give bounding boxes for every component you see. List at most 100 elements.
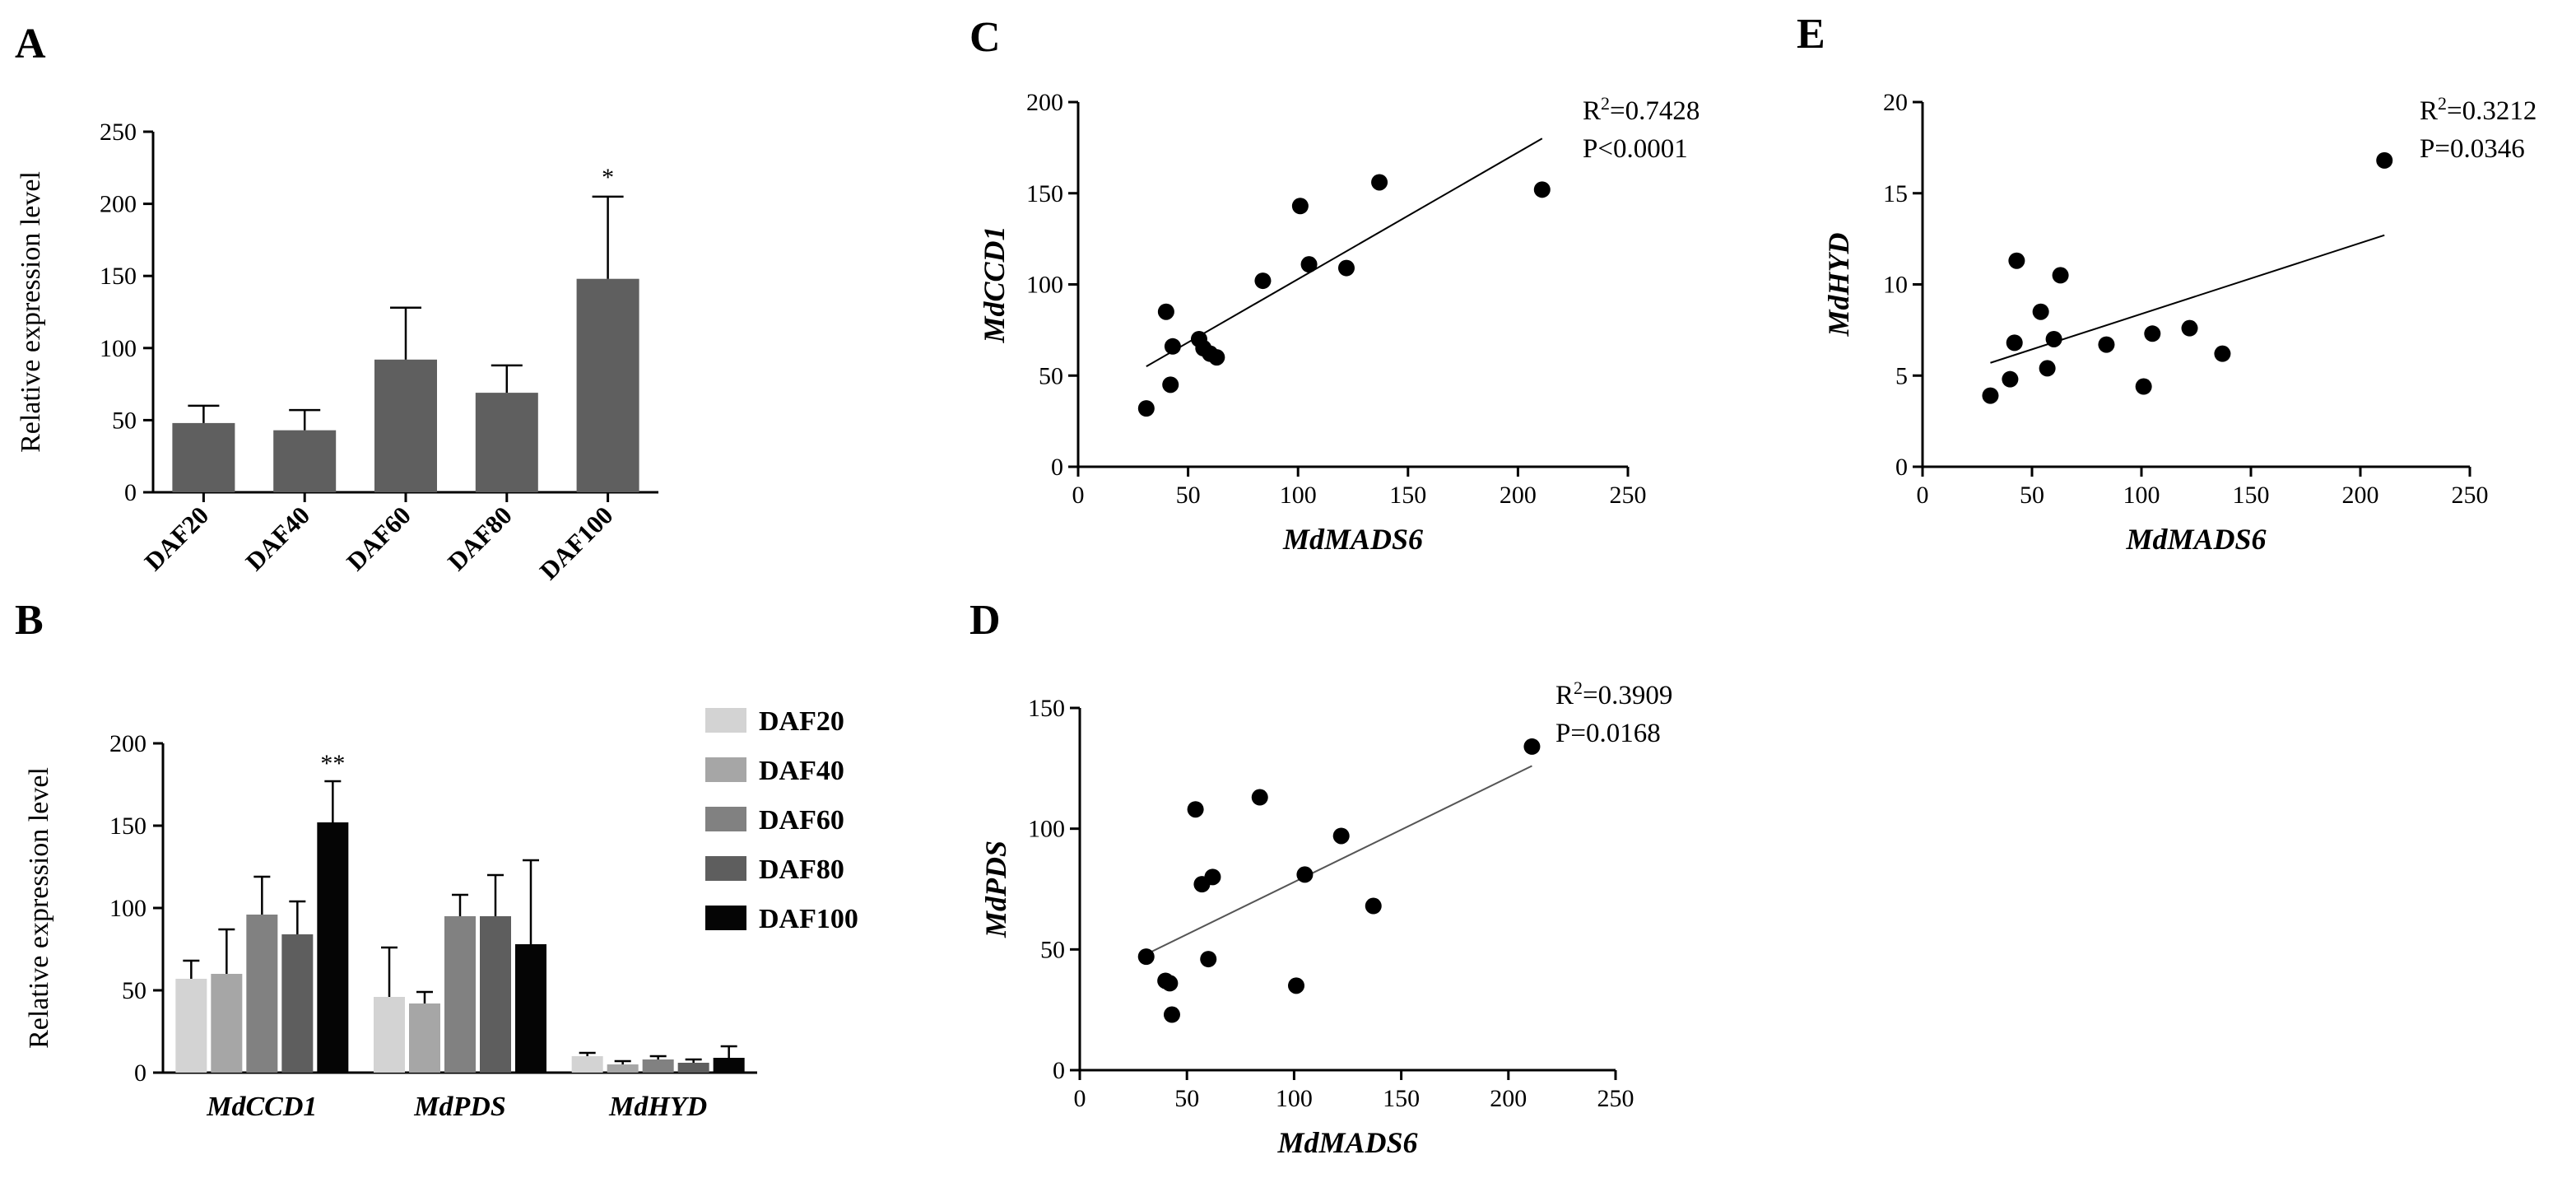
panel-e-x-axis-title: MdMADS6 (2125, 523, 2266, 556)
panel-d-data-point (1288, 977, 1305, 994)
panel-a-category-label: DAF40 (239, 501, 315, 576)
panel-label-d: D (969, 597, 1001, 644)
panel-e-y-axis-title: MdHYD (1822, 232, 1855, 337)
panel-c-data-point (1254, 272, 1272, 290)
panel-b-grouped-bar-chart: 0 50 100 150 200 Relative expression level MdC… (24, 706, 858, 1122)
panel-c-p-value: P<0.0001 (1583, 134, 1688, 164)
panel-a-y-tick-label: 200 (100, 191, 137, 218)
panel-b-bar (444, 916, 476, 1073)
panel-d-data-point (1161, 975, 1179, 992)
panel-e-y-tick-label: 10 (1883, 272, 1908, 299)
panel-a-y-tick-label: 50 (112, 407, 137, 434)
panel-c-r-squared: R2=0.7428 (1583, 93, 1700, 126)
panel-d-scatter-plot: 0 50 100 150 0 50 100 150 200 250 MdMADS6 MdPDS R2=0… (979, 677, 1672, 1159)
panel-b-y-axis-title: Relative expression level (24, 767, 54, 1049)
panel-e-p-value: P=0.0346 (2420, 134, 2525, 164)
panel-label-c: C (969, 14, 1001, 61)
panel-label-a: A (15, 21, 46, 68)
panel-c-data-point (1371, 174, 1388, 191)
panel-c-data-point (1208, 349, 1225, 366)
panel-e-data-point (2052, 267, 2069, 284)
panel-e-x-tick-label: 200 (2342, 482, 2379, 509)
panel-b-bar (281, 934, 314, 1073)
panel-e-y-tick-label: 5 (1895, 362, 1908, 389)
panel-c-scatter-plot: 0 50 100 150 200 0 50 100 150 200 250 MdMADS6 MdCCD1… (978, 89, 1700, 556)
panel-label-b: B (15, 597, 44, 644)
panel-d-data-point (1163, 1006, 1180, 1023)
panel-d-r-squared-value: =0.3909 (1583, 681, 1672, 710)
panel-e-data-point (2032, 303, 2049, 320)
panel-b-legend-label: DAF80 (759, 854, 844, 885)
panel-a-category-label: DAF80 (442, 501, 518, 576)
panel-e-data-point (2006, 334, 2023, 352)
panel-d-r-squared-sup: 2 (1574, 677, 1583, 698)
panel-b-bar (607, 1064, 639, 1073)
panel-d-p-value: P=0.0168 (1555, 719, 1661, 748)
panel-b-bar (175, 979, 207, 1073)
panel-c-x-tick-label: 100 (1280, 482, 1317, 509)
panel-a-bar (374, 359, 437, 492)
panel-b-bar (571, 1056, 603, 1073)
panel-d-x-axis-title: MdMADS6 (1276, 1126, 1417, 1159)
panel-d-x-tick-label: 150 (1383, 1085, 1420, 1112)
panel-b-bar (409, 1003, 440, 1073)
panel-c-y-tick-label: 0 (1051, 454, 1063, 481)
panel-d-x-tick-label: 50 (1174, 1085, 1199, 1112)
panel-c-data-point (1164, 338, 1181, 355)
panel-e-x-tick-label: 150 (2233, 482, 2270, 509)
panel-c-data-point (1533, 181, 1551, 198)
panel-e-r-squared-sup: 2 (2438, 93, 2447, 114)
panel-e-data-point (2181, 319, 2198, 337)
panel-e-data-point (2008, 252, 2025, 269)
panel-c-x-axis-title: MdMADS6 (1282, 523, 1423, 556)
panel-c-y-tick-label: 50 (1039, 362, 1063, 389)
panel-b-legend-swatch (705, 906, 746, 930)
panel-d-regression-line (1146, 765, 1532, 956)
panel-b-legend-swatch (705, 757, 746, 782)
panel-b-legend-swatch (705, 856, 746, 881)
panel-e-data-point (2135, 378, 2152, 395)
panel-e-x-tick-label: 50 (2020, 482, 2044, 509)
panel-c-y-tick-label: 200 (1026, 89, 1063, 116)
panel-b-bar (642, 1059, 674, 1073)
panel-b-y-tick-label: 100 (109, 895, 146, 922)
panel-a-y-tick-label: 150 (100, 263, 137, 290)
panel-a-bar-chart: 0 50 100 150 200 250 Relative expression level… (16, 119, 658, 585)
panel-e-x-tick-label: 0 (1917, 482, 1929, 509)
panel-b-bar (515, 944, 546, 1073)
panel-c-data-point (1300, 256, 1318, 273)
panel-b-bar (713, 1058, 745, 1073)
panel-c-data-point (1337, 259, 1355, 277)
panel-e-data-point (2376, 151, 2393, 169)
panel-c-y-tick-label: 150 (1026, 180, 1063, 207)
panel-e-r-squared-value: =0.3212 (2447, 96, 2536, 126)
panel-a-bar (172, 422, 235, 492)
panel-b-bar (246, 915, 278, 1073)
panel-b-legend-label: DAF20 (759, 706, 844, 737)
panel-b-category-label: MdCCD1 (206, 1092, 317, 1122)
panel-d-data-point (1204, 868, 1221, 886)
panel-a-bar (273, 430, 337, 492)
panel-d-r-squared: R2=0.3909 (1555, 677, 1672, 710)
panel-e-data-point (2045, 330, 2062, 347)
panel-d-data-point (1365, 897, 1382, 915)
panel-c-r-squared-sup: 2 (1601, 93, 1610, 114)
panel-d-data-point (1200, 951, 1217, 968)
panel-b-bar (677, 1063, 709, 1073)
panel-a-category-label: DAF100 (534, 501, 619, 585)
panel-label-e: E (1797, 11, 1825, 58)
panel-d-data-point (1296, 866, 1314, 883)
panel-d-x-tick-label: 0 (1074, 1085, 1086, 1112)
panel-d-y-tick-label: 50 (1040, 936, 1065, 963)
panel-c-y-tick-label: 100 (1026, 272, 1063, 299)
panel-d-data-point (1332, 827, 1350, 845)
panel-a-bar (576, 278, 639, 492)
panel-e-x-tick-label: 100 (2123, 482, 2160, 509)
panel-a-category-label: DAF20 (139, 501, 215, 576)
panel-b-bar (480, 916, 511, 1073)
panel-c-r-squared-base: R (1583, 96, 1601, 126)
panel-e-data-point (2144, 325, 2161, 342)
panel-a-significance-mark: * (602, 164, 614, 191)
